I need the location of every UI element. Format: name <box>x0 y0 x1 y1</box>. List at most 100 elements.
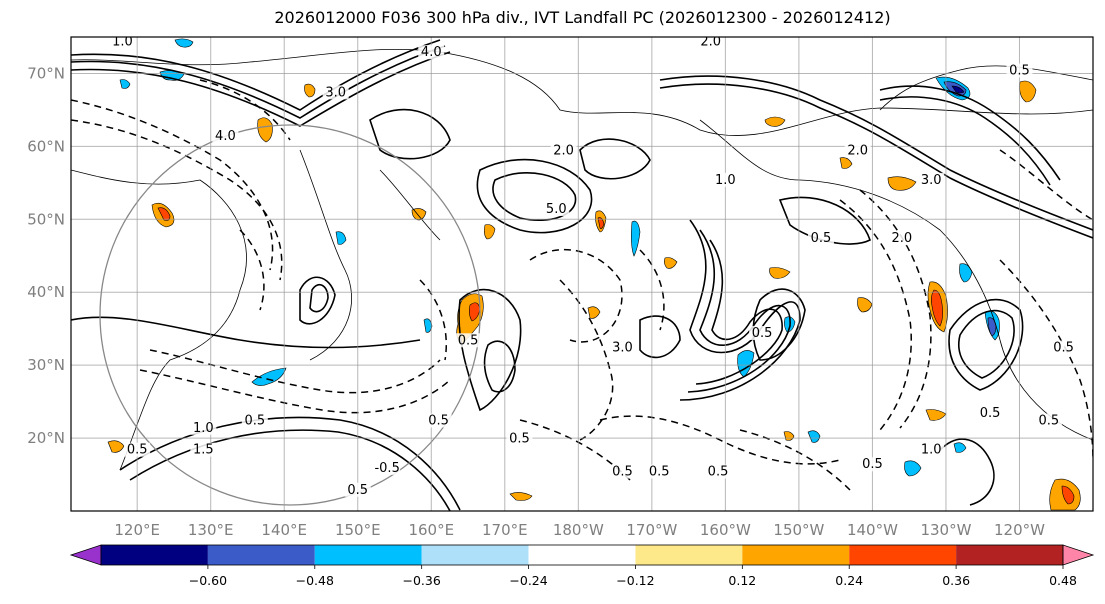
contour-label-bg <box>1006 63 1033 78</box>
lon-tick-label: 160°W <box>700 521 751 539</box>
contour-label-bg <box>712 172 739 187</box>
coastlines <box>71 48 1093 471</box>
lat-tick-label: 40°N <box>27 283 65 301</box>
contour-label: 0.5 <box>458 333 479 348</box>
shade-patch <box>423 318 433 333</box>
colorbar-extend-low <box>69 544 102 566</box>
map-plot-area: 1.04.02.03.04.02.05.00.50.50.51.01.50.5-… <box>71 34 1093 511</box>
contour-label: 2.0 <box>553 144 574 159</box>
contour-label-bg <box>212 129 239 144</box>
contour-label-bg <box>506 431 533 446</box>
contour-label-bg <box>543 202 570 217</box>
contour-lines <box>71 39 1093 511</box>
contour-label-bg <box>344 482 371 497</box>
shade-patch <box>887 176 917 191</box>
map-frame <box>70 36 1094 512</box>
contour-label: 0.5 <box>649 465 670 480</box>
shade-patch <box>857 297 873 313</box>
lon-tick-label: 150°E <box>335 521 381 539</box>
contour-label-bg <box>425 413 452 428</box>
colorbar-tick-label: −0.48 <box>296 573 334 588</box>
contour-label: 1.0 <box>112 34 133 49</box>
lon-tick-label: 160°E <box>408 521 454 539</box>
colorbar-extend-high <box>1062 544 1095 566</box>
contour-label-bg <box>124 442 151 457</box>
contour-label-bg <box>749 325 776 340</box>
gridlines <box>71 37 1093 511</box>
contour-label: 0.5 <box>1009 63 1030 78</box>
shade-patch <box>107 440 125 453</box>
contour-label-bg <box>888 231 915 246</box>
lon-tick-label: 130°W <box>920 521 971 539</box>
range-ring <box>99 124 481 506</box>
lon-tick-label: 150°W <box>773 521 824 539</box>
contour-label-bg <box>241 413 268 428</box>
contour-label-bg <box>609 464 636 479</box>
contour-label: 2.0 <box>847 144 868 159</box>
shade-patch <box>587 306 601 319</box>
contour-label-bg <box>807 231 834 246</box>
shade-patch <box>1061 485 1075 505</box>
colorbar-tick-label: −0.12 <box>616 573 654 588</box>
shade-patch <box>953 442 967 453</box>
shade-patch <box>484 224 496 240</box>
contour-labels: 1.04.02.03.04.02.05.00.50.50.51.01.50.5-… <box>109 34 1077 498</box>
lon-tick-label: 180°W <box>553 521 604 539</box>
contour-label-bg <box>1035 413 1062 428</box>
shade-patch <box>764 116 786 127</box>
map-title: 2026012000 F036 300 hPa div., IVT Landfa… <box>274 8 891 27</box>
colorbar-box <box>849 545 957 565</box>
contour-label: 1.0 <box>715 173 736 188</box>
shade-patch <box>1019 80 1037 103</box>
lat-tick-label: 60°N <box>27 137 65 155</box>
lon-tick-label: 140°E <box>261 521 307 539</box>
lon-tick-label: 120°W <box>994 521 1045 539</box>
shade-patch <box>257 117 273 143</box>
lat-tick-label: 70°N <box>27 64 65 82</box>
shade-patch <box>119 79 131 89</box>
shade-patch <box>959 263 973 283</box>
colorbar-tick-label: 0.24 <box>835 573 863 588</box>
shade-patch <box>951 85 965 94</box>
contour-lines-dashed <box>71 79 1093 491</box>
colorbar-box <box>956 545 1063 565</box>
colorbar-box <box>742 545 850 565</box>
lat-tick-label: 30°N <box>27 356 65 374</box>
colorbar-box <box>101 545 208 565</box>
contour-label-bg <box>322 85 349 100</box>
contour-label: 0.5 <box>1039 413 1060 428</box>
shade-patch <box>469 302 481 322</box>
colorbar-tick-label: −0.24 <box>509 573 547 588</box>
longitude-labels: 120°E 130°E 140°E 150°E 160°E 170°E 180°W 170°W… <box>114 521 1045 539</box>
contour-label-bg <box>859 457 886 472</box>
contour-label-bg <box>1050 340 1077 355</box>
contour-label: 2.0 <box>891 231 912 246</box>
contour-label-bg <box>697 37 724 49</box>
shade-patch <box>839 157 853 169</box>
contour-label: 0.5 <box>509 432 530 447</box>
contour-label: 1.0 <box>193 421 214 436</box>
shade-patch <box>904 460 922 477</box>
shading-layer <box>107 38 1081 511</box>
colorbar-tick-label: 0.12 <box>728 573 756 588</box>
contour-label-bg <box>550 143 577 158</box>
shade-patch <box>769 267 791 279</box>
lon-tick-label: 170°W <box>626 521 677 539</box>
shade-patch <box>304 83 316 98</box>
contour-label-bg <box>190 442 217 457</box>
colorbar-box <box>314 545 422 565</box>
shade-patch <box>251 367 287 386</box>
shade-patch <box>631 220 641 257</box>
contour-label-bg <box>918 442 945 457</box>
colorbar: −0.60 −0.48 −0.36 −0.24 −0.12 0.12 0.24 0.36 0.4… <box>69 544 1095 588</box>
lon-tick-label: 130°E <box>188 521 234 539</box>
shade-patch <box>174 38 194 48</box>
contour-label-bg <box>190 420 217 435</box>
contour-label-bg <box>646 464 673 479</box>
contour-label: 4.0 <box>421 45 442 60</box>
colorbar-tick-label: 0.36 <box>942 573 970 588</box>
shade-patch <box>335 231 347 245</box>
contour-label: 0.5 <box>862 457 883 472</box>
lon-tick-label: 140°W <box>847 521 898 539</box>
